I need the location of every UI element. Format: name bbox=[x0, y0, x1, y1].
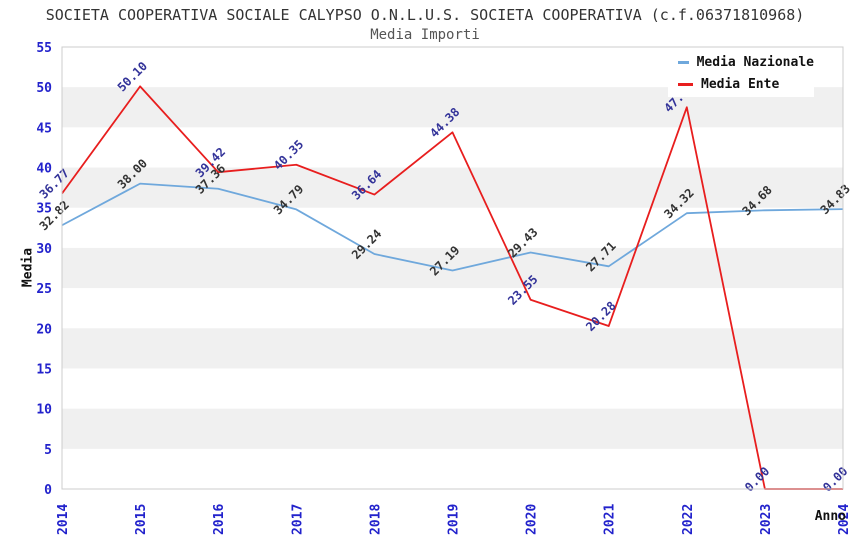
y-tick-label: 0 bbox=[44, 483, 52, 498]
x-tick-label: 2017 bbox=[290, 504, 305, 535]
x-tick-label: 2018 bbox=[368, 504, 383, 535]
x-tick-label: 2022 bbox=[681, 504, 696, 535]
x-tick-label: 2014 bbox=[56, 504, 71, 535]
x-tick-label: 2021 bbox=[603, 504, 618, 535]
legend-label: Media Ente bbox=[701, 76, 780, 92]
x-tick-label: 2024 bbox=[837, 504, 850, 535]
y-tick-label: 5 bbox=[44, 443, 52, 458]
y-tick-label: 55 bbox=[36, 41, 52, 56]
y-tick-label: 20 bbox=[36, 322, 52, 337]
legend-item-media-nazionale: Media Nazionale bbox=[678, 55, 814, 70]
series-line-nazionale bbox=[61, 182, 844, 272]
y-tick-label: 35 bbox=[36, 202, 52, 217]
data-label: 0.00 bbox=[820, 464, 850, 494]
chart-subtitle: Media Importi bbox=[370, 27, 480, 43]
series-line-ente bbox=[61, 85, 843, 490]
y-tick-label: 45 bbox=[36, 121, 52, 136]
y-tick-label: 30 bbox=[36, 242, 52, 257]
data-label: 0.00 bbox=[742, 464, 772, 494]
legend: Media Nazionale Media Ente bbox=[668, 50, 814, 97]
y-tick-label: 10 bbox=[36, 403, 52, 418]
legend-item-media-ente: Media Ente bbox=[678, 77, 814, 92]
legend-label: Media Nazionale bbox=[696, 55, 814, 71]
x-tick-label: 2016 bbox=[212, 504, 227, 535]
x-tick-label: 2015 bbox=[134, 504, 149, 535]
grid-band bbox=[62, 328, 843, 369]
plot-border bbox=[61, 46, 844, 490]
legend-line-swatch-red bbox=[678, 82, 693, 86]
y-tick-label: 50 bbox=[36, 81, 52, 96]
x-tick-label: 2023 bbox=[759, 504, 774, 535]
grid-band bbox=[62, 167, 843, 208]
x-tick-label: 2019 bbox=[447, 504, 462, 535]
grid-band bbox=[62, 247, 843, 289]
x-axis-title: Anno bbox=[814, 509, 846, 524]
legend-line-swatch-blue bbox=[678, 61, 689, 65]
y-tick-label: 25 bbox=[36, 282, 52, 297]
y-axis-title: Media bbox=[20, 247, 36, 288]
y-tick-label: 15 bbox=[36, 362, 52, 377]
y-tick-label: 40 bbox=[36, 162, 52, 177]
chart-title: SOCIETA COOPERATIVA SOCIALE CALYPSO O.N.… bbox=[45, 6, 805, 24]
x-tick-label: 2020 bbox=[525, 504, 540, 535]
grid-band bbox=[62, 408, 843, 449]
